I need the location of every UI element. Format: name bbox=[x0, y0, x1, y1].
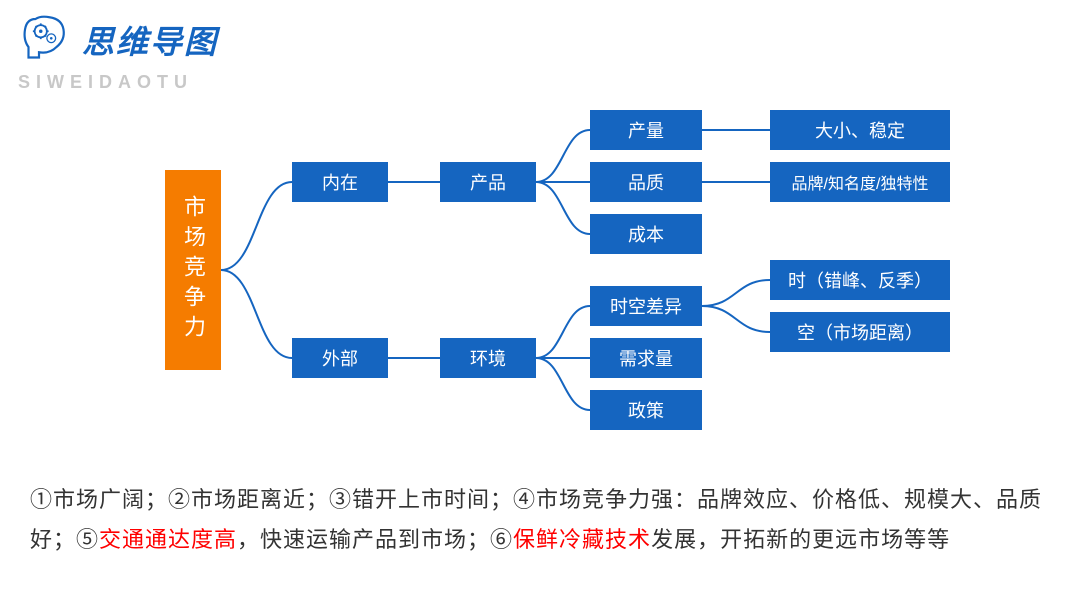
mindmap-diagram: 市场竞争力 内在外部 产品环境 产量品质成本时空差异需求量政策 大小、稳定品牌/知名度/… bbox=[0, 100, 1080, 460]
footer-notes: ①市场广阔；②市场距离近；③错开上市时间；④市场竞争力强：品牌效应、价格低、规模… bbox=[30, 480, 1050, 560]
footer-highlight: 保鲜冷藏技术 bbox=[513, 527, 651, 552]
node-outer: 外部 bbox=[292, 338, 388, 378]
node-spacetime: 时空差异 bbox=[590, 286, 702, 326]
node-root: 市场竞争力 bbox=[165, 170, 221, 370]
node-env: 环境 bbox=[440, 338, 536, 378]
node-inner: 内在 bbox=[292, 162, 388, 202]
page-title: 思维导图 bbox=[82, 17, 218, 63]
node-product: 产品 bbox=[440, 162, 536, 202]
node-quality: 品质 bbox=[590, 162, 702, 202]
header: 思维导图 bbox=[18, 12, 218, 68]
node-size: 大小、稳定 bbox=[770, 110, 950, 150]
footer-highlight: 交通通达度高 bbox=[99, 527, 237, 552]
page-subtitle: SIWEIDAOTU bbox=[18, 72, 193, 93]
node-policy: 政策 bbox=[590, 390, 702, 430]
node-space: 空（市场距离） bbox=[770, 312, 950, 352]
node-brand: 品牌/知名度/独特性 bbox=[770, 162, 950, 202]
node-demand: 需求量 bbox=[590, 338, 702, 378]
node-cost: 成本 bbox=[590, 214, 702, 254]
footer-text-part: ，快速运输产品到市场；⑥ bbox=[237, 527, 513, 552]
node-yield: 产量 bbox=[590, 110, 702, 150]
node-time: 时（错峰、反季） bbox=[770, 260, 950, 300]
footer-text-part: 发展，开拓新的更远市场等等 bbox=[651, 527, 950, 552]
brain-gear-icon bbox=[18, 12, 74, 68]
